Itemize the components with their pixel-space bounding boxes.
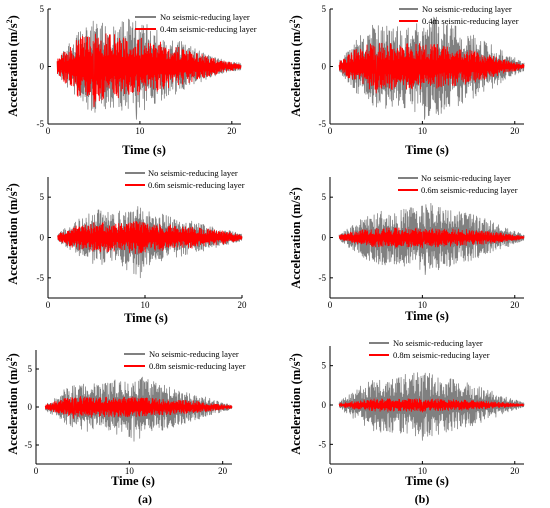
x-tick-label: 20 <box>510 126 520 136</box>
x-axis-label: Time (s) <box>122 143 166 157</box>
x-axis-label: Time (s) <box>405 474 449 488</box>
y-tick-label: 5 <box>322 4 327 14</box>
y-tick-label: 5 <box>28 364 33 374</box>
legend: No seismic-reducing layer 0.8m seismic-r… <box>369 338 490 360</box>
legend-label-with-layer: 0.4m seismic-reducing layer <box>422 16 519 26</box>
legend-label-no-layer: No seismic-reducing layer <box>149 349 239 359</box>
caption-b: (b) <box>415 492 430 506</box>
panel-a1-traces <box>56 18 242 120</box>
x-tick-label: 0 <box>328 126 333 136</box>
panel-b2: 0 10 20 -5 0 5 Acceleration (m/s2) Time (s) N… <box>288 173 525 323</box>
legend-label-no-layer: No seismic-reducing layer <box>421 173 511 183</box>
panel-b1: 0 10 20-505 Acceleration (m/s2) Time (s) N… <box>288 4 525 157</box>
x-tick-label: 10 <box>135 126 145 136</box>
x-axis-label: Time (s) <box>405 309 449 323</box>
panel-a1-axes: 0 10 20-505 <box>37 4 241 136</box>
panel-a1: 0 10 20-505 Acceleration (m/s2) Time (s) N… <box>5 4 257 157</box>
x-tick-label: 0 <box>328 466 333 476</box>
x-axis-label: Time (s) <box>111 474 155 488</box>
series-line-with-layer <box>57 221 243 255</box>
panel-b3-traces <box>338 372 525 441</box>
legend: No seismic-reducing layer 0.4m seismic-r… <box>399 4 519 26</box>
x-tick-label: 10 <box>418 126 428 136</box>
legend: No seismic-reducing layer 0.8m seismic-r… <box>124 349 246 371</box>
x-axis-label: Time (s) <box>405 143 449 157</box>
y-tick-label: -5 <box>319 439 327 449</box>
caption-a: (a) <box>138 492 152 506</box>
x-tick-label: 0 <box>34 466 39 476</box>
panel-a2-axes: 0 10 20 -5 0 5 <box>37 177 248 310</box>
legend-label-no-layer: No seismic-reducing layer <box>393 338 483 348</box>
x-tick-label: 10 <box>418 466 428 476</box>
legend-label-with-layer: 0.6m seismic-reducing layer <box>148 180 245 190</box>
x-axis-label: Time (s) <box>124 311 168 325</box>
y-tick-label: 0 <box>28 402 33 412</box>
panel-b1-traces <box>338 16 525 120</box>
legend: No seismic-reducing layer 0.4m seismic-r… <box>135 12 257 34</box>
y-tick-label: 0 <box>322 233 327 243</box>
y-tick-label: 5 <box>322 192 327 202</box>
legend-label-with-layer: 0.8m seismic-reducing layer <box>149 361 246 371</box>
x-tick-label: 0 <box>46 300 51 310</box>
panel-a3-traces <box>44 376 233 442</box>
panel-a2-traces <box>57 206 243 279</box>
y-axis-label: Acceleration (m/s2) <box>288 353 303 455</box>
x-tick-label: 10 <box>125 466 135 476</box>
series-line-with-layer <box>338 227 525 249</box>
panel-b2-axes: 0 10 20 -5 0 5 <box>319 177 524 310</box>
legend-label-with-layer: 0.6m seismic-reducing layer <box>421 185 518 195</box>
y-tick-label: 0 <box>40 233 45 243</box>
y-tick-label: 5 <box>40 192 45 202</box>
x-tick-label: 10 <box>141 300 151 310</box>
x-tick-label: 20 <box>218 466 228 476</box>
y-tick-label: -5 <box>37 119 45 129</box>
x-tick-label: 0 <box>328 300 333 310</box>
y-tick-label: 5 <box>40 4 45 14</box>
y-tick-label: -5 <box>319 119 327 129</box>
y-axis-label: Acceleration (m/s2) <box>5 183 20 285</box>
y-axis-label: Acceleration (m/s2) <box>288 187 303 289</box>
y-tick-label: 0 <box>322 400 327 410</box>
legend-label-no-layer: No seismic-reducing layer <box>160 12 250 22</box>
panel-b3: 0 10 20 -5 0 5 Acceleration (m/s2) Time (s) N… <box>288 338 525 488</box>
y-axis-label: Acceleration (m/s2) <box>288 15 303 117</box>
x-tick-label: 0 <box>46 126 51 136</box>
series-line-with-layer <box>44 396 233 419</box>
panel-b3-axes: 0 10 20 -5 0 5 <box>319 346 524 476</box>
legend: No seismic-reducing layer 0.6m seismic-r… <box>398 173 518 195</box>
y-tick-label: -5 <box>25 440 33 450</box>
y-axis-label: Acceleration (m/s2) <box>5 353 20 455</box>
y-axis-label: Acceleration (m/s2) <box>5 15 20 117</box>
panel-b2-traces <box>338 202 525 276</box>
x-tick-label: 20 <box>227 126 237 136</box>
y-tick-label: 5 <box>322 361 327 371</box>
legend-label-with-layer: 0.8m seismic-reducing layer <box>393 350 490 360</box>
legend-label-with-layer: 0.4m seismic-reducing layer <box>160 24 257 34</box>
x-tick-label: 20 <box>238 300 248 310</box>
y-tick-label: -5 <box>319 273 327 283</box>
panel-b1-axes: 0 10 20-505 <box>319 4 524 136</box>
x-tick-label: 20 <box>510 300 520 310</box>
series-line-with-layer <box>338 42 525 94</box>
panel-a2: 0 10 20 -5 0 5 Acceleration (m/s2) Time (s) N… <box>5 168 247 325</box>
x-tick-label: 20 <box>510 466 520 476</box>
legend-label-no-layer: No seismic-reducing layer <box>422 4 512 14</box>
panel-a3: 0 10 20 -5 0 5 Acceleration (m/s2) Time (s) N… <box>5 349 246 488</box>
series-line-with-layer <box>338 398 525 413</box>
panel-a3-axes: 0 10 20 -5 0 5 <box>25 350 232 476</box>
legend: No seismic-reducing layer 0.6m seismic-r… <box>125 168 245 190</box>
x-tick-label: 10 <box>418 300 428 310</box>
legend-label-no-layer: No seismic-reducing layer <box>148 168 238 178</box>
series-line-with-layer <box>56 33 242 108</box>
y-tick-label: 0 <box>40 62 45 72</box>
y-tick-label: 0 <box>322 62 327 72</box>
y-tick-label: -5 <box>37 273 45 283</box>
